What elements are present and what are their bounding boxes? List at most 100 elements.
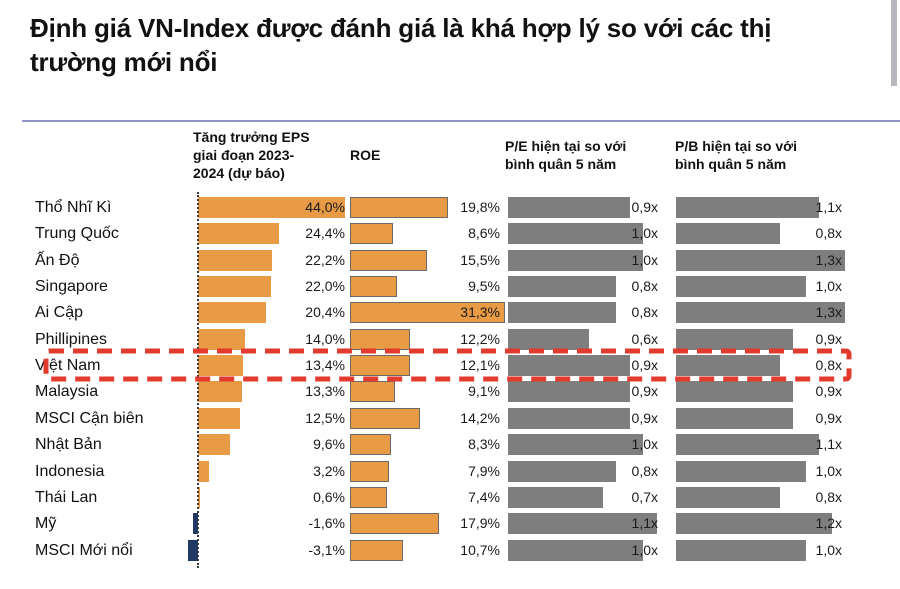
pb-value: 1,0x	[815, 541, 842, 558]
eps-bar	[198, 460, 209, 482]
roe-bar	[350, 197, 448, 218]
roe-value: 14,2%	[460, 409, 500, 426]
eps-value: 24,4%	[305, 225, 345, 242]
eps-bar	[187, 539, 198, 561]
eps-value: 22,0%	[305, 278, 345, 295]
pe-value: 0,8x	[631, 304, 658, 321]
row-label: Việt Nam	[35, 357, 101, 375]
eps-value: 20,4%	[305, 304, 345, 321]
eps-bar	[192, 513, 198, 535]
roe-value: 15,5%	[460, 251, 500, 268]
roe-value: 12,1%	[460, 357, 500, 374]
pe-bar	[508, 197, 630, 218]
roe-bar	[350, 513, 439, 535]
eps-value: 44,0%	[305, 199, 345, 215]
pb-value: 0,8x	[815, 357, 842, 374]
pb-value: 0,8x	[815, 488, 842, 505]
pb-bar	[676, 434, 819, 456]
pe-value: 1,1x	[631, 515, 658, 532]
pb-bar	[676, 381, 793, 403]
pe-bar	[508, 434, 643, 456]
pb-value: 1,3x	[815, 251, 842, 268]
roe-bar	[350, 539, 403, 561]
row-label: Ấn Độ	[35, 251, 80, 269]
eps-bar	[198, 434, 231, 456]
pb-bar	[676, 539, 806, 561]
pe-bar	[508, 539, 643, 561]
eps-zero-axis	[197, 192, 199, 568]
eps-bar	[198, 407, 240, 429]
row-label: Nhật Bản	[35, 436, 102, 454]
pe-value: 0,9x	[631, 199, 658, 215]
roe-value: 12,2%	[460, 330, 500, 347]
pb-value: 0,9x	[815, 383, 842, 400]
eps-value: 3,2%	[313, 462, 345, 479]
row-label: Singapore	[35, 278, 108, 296]
eps-bar	[198, 276, 272, 298]
pe-value: 1,0x	[631, 251, 658, 268]
pb-value: 1,1x	[815, 436, 842, 453]
eps-value: -3,1%	[308, 541, 345, 558]
pb-value: 1,2x	[815, 515, 842, 532]
eps-value: 22,2%	[305, 251, 345, 268]
column-header-pb: P/B hiện tại so với bình quân 5 năm	[675, 138, 797, 172]
pb-value: 1,0x	[815, 462, 842, 479]
pb-bar	[676, 460, 806, 482]
row-label: Trung Quốc	[35, 225, 119, 243]
roe-value: 9,1%	[468, 383, 500, 400]
row-label: Malaysia	[35, 383, 99, 401]
pb-value: 1,1x	[815, 199, 842, 215]
pe-bar	[508, 513, 657, 535]
eps-bar	[198, 249, 273, 271]
pe-value: 0,8x	[631, 278, 658, 295]
pe-value: 0,6x	[631, 330, 658, 347]
pe-bar	[508, 328, 589, 350]
pb-value: 1,3x	[815, 304, 842, 321]
roe-value: 8,6%	[468, 225, 500, 242]
pe-bar	[508, 486, 603, 508]
roe-value: 8,3%	[468, 436, 500, 453]
roe-value: 7,9%	[468, 462, 500, 479]
column-header-pe: P/E hiện tại so với bình quân 5 năm	[505, 138, 627, 172]
roe-bar	[350, 302, 505, 324]
column-header-eps: Tăng trưởng EPS giai đoạn 2023- 2024 (dự…	[193, 129, 310, 181]
eps-value: 14,0%	[305, 330, 345, 347]
eps-bar	[198, 328, 245, 350]
eps-bar	[198, 381, 243, 403]
pe-value: 0,9x	[631, 409, 658, 426]
row-label: Indonesia	[35, 462, 105, 480]
pe-value: 1,0x	[631, 225, 658, 242]
row-label: MSCI Mới nổi	[35, 541, 133, 559]
roe-bar	[350, 223, 393, 245]
eps-value: 0,6%	[313, 488, 345, 505]
eps-value: 9,6%	[313, 436, 345, 453]
roe-bar	[350, 407, 421, 429]
pb-bar	[676, 249, 845, 271]
roe-value: 9,5%	[468, 278, 500, 295]
pe-bar	[508, 302, 616, 324]
roe-bar	[350, 486, 387, 508]
roe-value: 7,4%	[468, 488, 500, 505]
pe-value: 0,7x	[631, 488, 658, 505]
pb-value: 0,9x	[815, 409, 842, 426]
pb-bar	[676, 513, 832, 535]
pe-value: 1,0x	[631, 541, 658, 558]
row-label: Thái Lan	[35, 488, 98, 506]
roe-bar	[350, 460, 390, 482]
row-label: Ai Cập	[35, 304, 84, 322]
roe-bar	[350, 434, 392, 456]
slide-title: Định giá VN-Index được đánh giá là khá h…	[30, 13, 772, 77]
pb-bar	[676, 302, 845, 324]
roe-value: 17,9%	[460, 515, 500, 532]
title-separator-line	[22, 120, 900, 122]
pe-bar	[508, 381, 630, 403]
pe-bar	[508, 407, 630, 429]
row-label: MSCI Cận biên	[35, 409, 144, 427]
pe-bar	[508, 249, 643, 271]
pb-value: 0,8x	[815, 225, 842, 242]
pe-value: 0,8x	[631, 462, 658, 479]
row-label: Phillipines	[35, 330, 108, 348]
roe-bar	[350, 381, 396, 403]
eps-bar	[198, 302, 267, 324]
